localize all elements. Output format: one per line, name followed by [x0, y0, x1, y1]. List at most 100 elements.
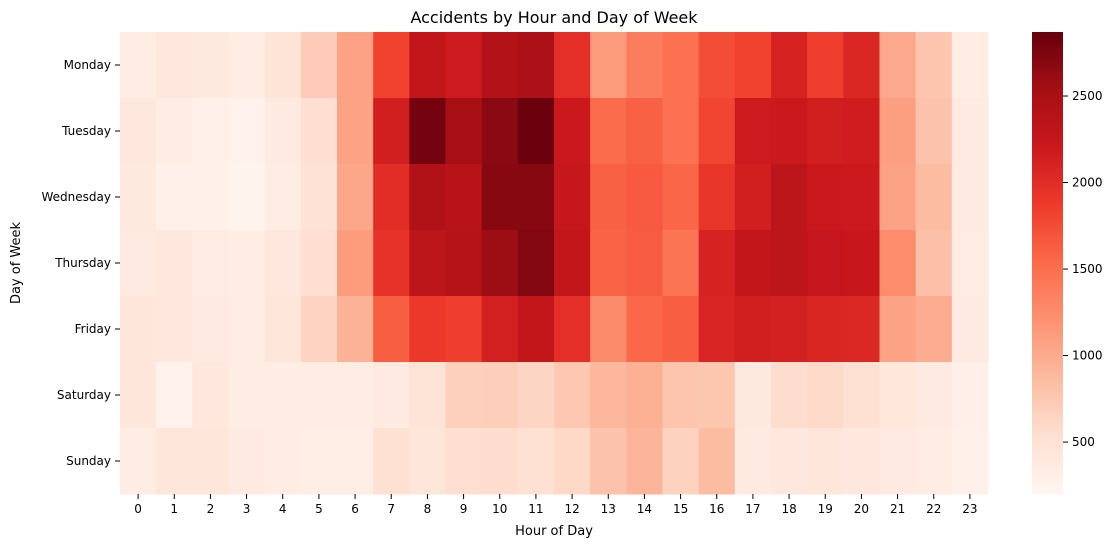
heatmap-cell [300, 362, 338, 429]
colorbar-tick-label: 2000 [1072, 176, 1103, 190]
heatmap-cell [228, 296, 266, 363]
heatmap-cell [337, 230, 374, 297]
heatmap-cell [843, 164, 880, 231]
heatmap-cell [879, 98, 917, 165]
heatmap-cell [337, 362, 374, 429]
heatmap-cell [626, 296, 663, 363]
heatmap-cell [626, 362, 663, 429]
heatmap-cell [445, 428, 483, 495]
x-tick-label: 20 [854, 502, 869, 516]
heatmap-cell [337, 164, 374, 231]
heatmap-cell [734, 428, 772, 495]
x-tick-label: 2 [207, 502, 215, 516]
heatmap-cell [120, 428, 157, 495]
heatmap-cell [156, 428, 193, 495]
heatmap-cell [409, 362, 446, 429]
heatmap-cell [590, 32, 627, 99]
heatmap-cell [373, 230, 410, 297]
heatmap-cells [120, 32, 989, 495]
heatmap-cell [915, 296, 953, 363]
heatmap-cell [445, 362, 483, 429]
heatmap-cell [951, 428, 989, 495]
heatmap-cell [517, 164, 555, 231]
heatmap-cell [590, 296, 627, 363]
heatmap-cell [590, 428, 627, 495]
heatmap-cell [481, 296, 519, 363]
heatmap-cell [409, 296, 446, 363]
heatmap-cell [626, 164, 663, 231]
heatmap-cell [662, 428, 700, 495]
heatmap-cell [915, 98, 953, 165]
heatmap-cell [734, 362, 772, 429]
x-tick-label: 22 [926, 502, 941, 516]
heatmap-cell [481, 32, 519, 99]
x-tick-label: 8 [424, 502, 432, 516]
heatmap-cell [951, 362, 989, 429]
heatmap-cell [300, 428, 338, 495]
heatmap-cell [445, 230, 483, 297]
heatmap-cell [300, 32, 338, 99]
chart-title: Accidents by Hour and Day of Week [410, 8, 698, 27]
heatmap-cell [771, 98, 808, 165]
heatmap-cell [626, 230, 663, 297]
x-tick-label: 4 [279, 502, 287, 516]
heatmap-cell [228, 230, 266, 297]
heatmap-cell [626, 32, 663, 99]
heatmap-cell [626, 428, 663, 495]
heatmap-cell [879, 32, 917, 99]
heatmap-cell [481, 428, 519, 495]
heatmap-cell [192, 32, 229, 99]
heatmap-cell [554, 428, 591, 495]
heatmap-cell [156, 230, 193, 297]
heatmap-cell [662, 362, 700, 429]
heatmap-cell [192, 230, 229, 297]
y-tick-label: Tuesday [61, 124, 111, 138]
heatmap-cell [228, 98, 266, 165]
x-tick-label: 18 [781, 502, 796, 516]
heatmap-cell [590, 98, 627, 165]
heatmap-cell [156, 362, 193, 429]
y-axis-label: Day of Week [9, 221, 24, 304]
heatmap-cell [373, 32, 410, 99]
x-tick-label: 10 [492, 502, 507, 516]
x-tick-label: 3 [243, 502, 251, 516]
heatmap-cell [951, 296, 989, 363]
colorbar-tick-label: 2500 [1072, 89, 1103, 103]
heatmap-cell [843, 32, 880, 99]
heatmap-cell [517, 362, 555, 429]
heatmap-cell [734, 32, 772, 99]
heatmap-cell [481, 362, 519, 429]
heatmap-cell [264, 164, 302, 231]
heatmap-cell [879, 296, 917, 363]
y-tick-label: Saturday [57, 388, 111, 402]
heatmap-cell [120, 230, 157, 297]
heatmap-cell [554, 164, 591, 231]
heatmap-cell [951, 164, 989, 231]
x-tick-label: 5 [315, 502, 323, 516]
heatmap-cell [192, 296, 229, 363]
heatmap-cell [517, 98, 555, 165]
x-tick-label: 13 [601, 502, 616, 516]
heatmap-cell [734, 230, 772, 297]
heatmap-cell [807, 362, 844, 429]
heatmap-cell [337, 428, 374, 495]
heatmap-cell [662, 296, 700, 363]
heatmap-cell [734, 164, 772, 231]
heatmap-cell [915, 32, 953, 99]
heatmap-cell [843, 98, 880, 165]
heatmap-cell [771, 428, 808, 495]
colorbar-tick-label: 1500 [1072, 262, 1103, 276]
heatmap-cell [300, 296, 338, 363]
heatmap-cell [120, 98, 157, 165]
heatmap-cell [843, 428, 880, 495]
x-axis-ticks: 0 1 2 3 4 5 6 7 8 9 10 11 12 13 14 15 16 17 18 19 20 21 22 23 [134, 494, 978, 516]
colorbar-gradient [1032, 32, 1063, 494]
heatmap-cell [156, 32, 193, 99]
x-tick-label: 1 [170, 502, 178, 516]
heatmap-cell [879, 164, 917, 231]
heatmap-cell [264, 362, 302, 429]
heatmap-cell [300, 98, 338, 165]
heatmap-cell [590, 164, 627, 231]
